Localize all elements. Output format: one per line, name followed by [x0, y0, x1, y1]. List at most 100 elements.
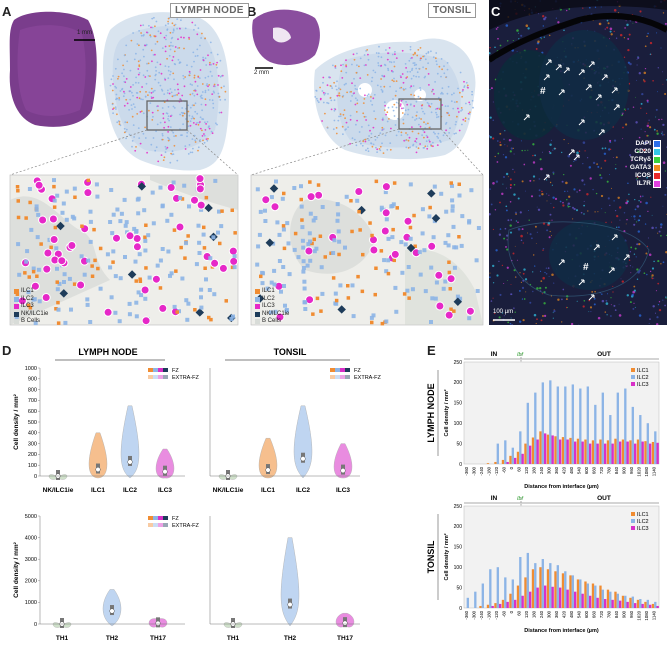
legend-swatch [158, 516, 163, 520]
fluor-cell [526, 281, 528, 283]
fluor-cell [510, 317, 512, 319]
cell-dot [409, 104, 412, 106]
fluor-cell [662, 161, 666, 164]
fluor-cell [596, 163, 598, 165]
fluor-cell [636, 205, 640, 208]
cell-dot [142, 74, 145, 77]
cell-dot [207, 54, 209, 57]
ilc1-cell [308, 180, 312, 184]
bar-ilc3 [618, 600, 622, 608]
cell-dot [415, 146, 418, 148]
ilc2-cell [432, 184, 437, 189]
ilc2-cell [369, 315, 374, 320]
fluor-cell [513, 183, 516, 186]
cell-dot [462, 118, 465, 121]
panel-label-b: B [247, 4, 257, 19]
cell-dot [402, 118, 405, 121]
cell-dot [135, 52, 137, 55]
cell-dot [137, 60, 140, 63]
cell-dot [341, 125, 344, 128]
cell-dot [384, 109, 386, 111]
cell-dot [162, 117, 165, 120]
cell-dot [452, 107, 455, 110]
fluor-cell [630, 159, 633, 162]
bar-ilc3 [618, 441, 622, 464]
channel-label: IL7R [636, 180, 651, 187]
cell-dot [376, 148, 379, 151]
bar-ilc2 [541, 559, 544, 608]
ilc2-cell [269, 195, 274, 200]
cell-dot [447, 105, 449, 107]
ilc3-swatch [14, 304, 19, 310]
cell-dot [156, 123, 159, 126]
x-tick-label: 240 [539, 610, 544, 618]
cell-legend-b: ILC1 ILC2 ILC3 NK/ILC1ie B Cells [255, 288, 289, 326]
fluor-cell [541, 38, 543, 40]
cell-dot [206, 83, 209, 85]
ilc3-cell [403, 216, 413, 226]
cell-dot [394, 53, 396, 56]
cell-dot [177, 47, 179, 49]
ilc1-cell [183, 256, 187, 260]
cell-dot [395, 101, 398, 104]
fluor-cell [522, 272, 525, 275]
fluor-cell [614, 167, 617, 170]
cell-dot [330, 108, 333, 111]
cell-dot [324, 112, 326, 115]
ilc2-cell [475, 289, 480, 293]
category-label: ILC1 [261, 487, 275, 494]
ilc2-cell [85, 302, 90, 307]
fluor-cell [633, 223, 636, 226]
cell-dot [434, 57, 437, 60]
cell-dot [172, 29, 175, 32]
category-label: ILC3 [336, 487, 350, 494]
cell-dot [422, 129, 425, 132]
ilc1-cell [370, 233, 374, 238]
cell-dot [169, 48, 172, 51]
cell-dot [197, 27, 200, 30]
fluor-cell [626, 23, 629, 27]
x-tick-label: 120 [524, 610, 529, 618]
cell-dot [152, 54, 155, 56]
fluor-cell [636, 58, 638, 60]
ilc3-cell [49, 235, 59, 244]
fluor-cell [638, 215, 642, 218]
ilc2-cell [122, 197, 127, 202]
x-tick-label: -60 [501, 466, 506, 473]
ilc2-cell [180, 276, 185, 281]
ilc2-cell [337, 239, 342, 244]
ilc2-cell [125, 230, 130, 235]
ilc1-cell [186, 234, 190, 238]
ilc2-cell [134, 314, 139, 319]
cell-dot [467, 86, 469, 89]
ilc2-cell [160, 247, 165, 251]
fluor-cell [532, 161, 536, 164]
fluor-cell [522, 242, 524, 244]
cell-dot [129, 86, 132, 88]
ilc2-cell [277, 232, 282, 237]
cell-dot [141, 86, 144, 88]
ilc2-cell [178, 195, 183, 200]
cell-dot [432, 131, 435, 134]
fluor-cell [582, 7, 584, 9]
legend-swatch [148, 523, 153, 527]
cell-dot [393, 65, 396, 68]
fluor-cell [505, 187, 507, 189]
cell-dot [367, 93, 370, 96]
cell-dot [126, 60, 129, 63]
cell-dot [463, 85, 466, 87]
fluor-cell [603, 152, 607, 156]
legend-label: FZ [172, 368, 179, 374]
cell-dot [219, 59, 222, 62]
ilc2-cell [216, 230, 220, 235]
y-tick-label: 400 [28, 431, 37, 437]
cell-dot [418, 67, 421, 70]
cell-dot [435, 52, 438, 54]
fluor-cell [509, 150, 512, 153]
cell-dot [172, 31, 174, 34]
bar-ilc1 [494, 603, 497, 608]
cell-dot [133, 58, 136, 61]
fluor-cell [524, 278, 528, 281]
fluor-cell [527, 27, 530, 30]
cell-dot [409, 46, 412, 48]
